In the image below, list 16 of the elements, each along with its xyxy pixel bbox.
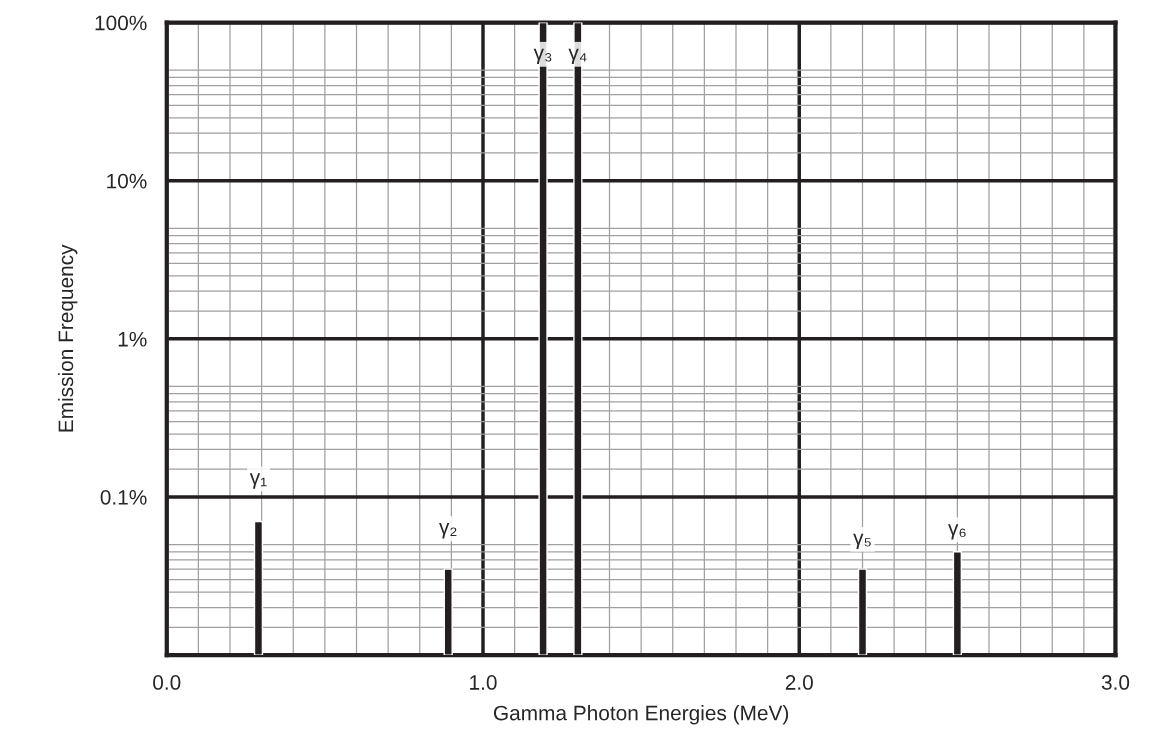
x-tick-label: 3.0 xyxy=(1101,675,1130,690)
y-tick-label: 0.1% xyxy=(100,489,147,505)
annotation: γ₁ xyxy=(249,473,267,489)
y-tick-label: 100% xyxy=(95,15,147,31)
annotation: γ₂ xyxy=(439,523,457,539)
x-tick-label: 2.0 xyxy=(785,675,813,690)
annotation: γ₃ xyxy=(533,48,552,65)
x-tick-label: 1.0 xyxy=(470,675,497,690)
annotation: γ₆ xyxy=(948,524,966,540)
annotation: γ₅ xyxy=(853,533,871,549)
y-tick-label: 1% xyxy=(118,331,147,347)
y-tick-label: 10% xyxy=(107,173,147,189)
y-axis-title: Emission Frequency xyxy=(57,244,78,432)
x-axis-title: Gamma Photon Energies (MeV) xyxy=(493,705,789,725)
x-tick-label: 0.0 xyxy=(153,675,181,690)
annotation: γ₄ xyxy=(568,48,587,65)
